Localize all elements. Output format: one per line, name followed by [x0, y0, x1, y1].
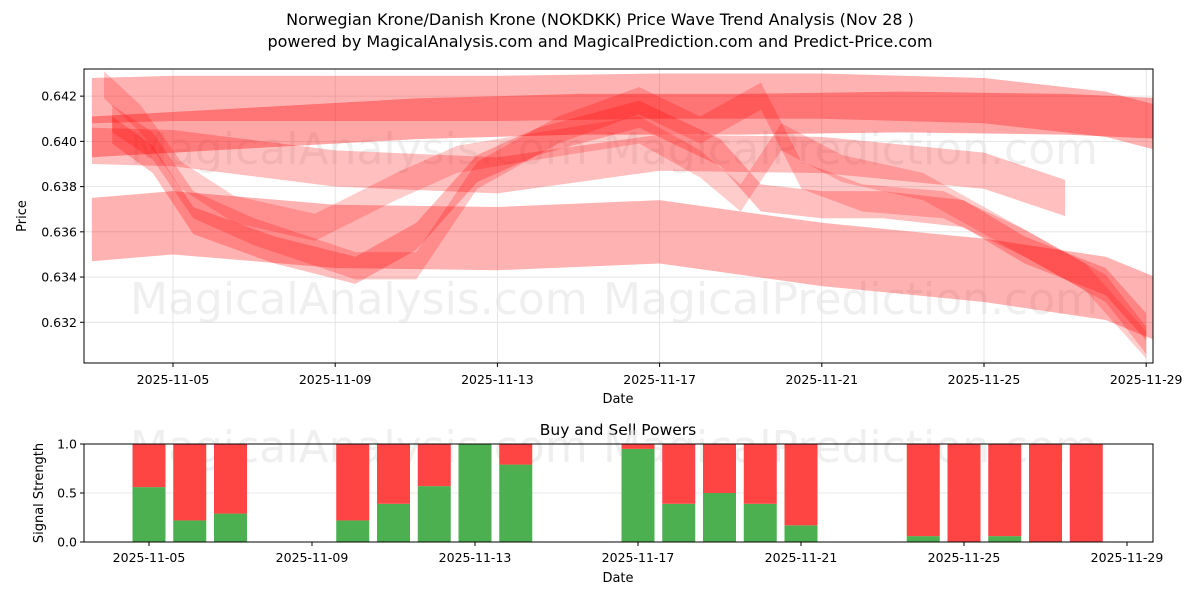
buy-bar [459, 444, 492, 542]
sell-bar [133, 444, 166, 487]
sell-bar [988, 444, 1021, 536]
buy-bar [988, 536, 1021, 542]
y-tick-label: 0.642 [41, 89, 77, 104]
sell-bar [377, 444, 410, 504]
x-tick-label: 2025-11-13 [439, 550, 512, 565]
y-tick-label: 0.638 [41, 179, 77, 194]
x-tick-label: 2025-11-17 [602, 550, 675, 565]
sell-bar [499, 444, 532, 465]
x-tick-label: 2025-11-05 [113, 550, 186, 565]
x-tick-label: 2025-11-13 [461, 372, 534, 387]
sell-bar [418, 444, 451, 486]
x-tick-label: 2025-11-21 [785, 372, 858, 387]
buy-bar [662, 504, 695, 542]
sell-bar [785, 444, 818, 525]
y-tick-label: 0.634 [41, 270, 77, 285]
price-x-axis: 2025-11-05 2025-11-09 2025-11-13 2025-11-17… [137, 363, 1183, 387]
price-wave-panel: MagicalAnalysis.comMagicalPrediction.com… [15, 69, 1183, 407]
signal-x-axis: 2025-11-05 2025-11-09 2025-11-13 2025-11-17… [113, 542, 1164, 565]
buy-bar [907, 536, 940, 542]
y-tick-label: 1.0 [57, 437, 77, 452]
x-tick-label: 2025-11-29 [1110, 372, 1183, 387]
buy-bar [703, 493, 736, 542]
y-tick-label: 0.0 [57, 535, 77, 550]
buy-bar [336, 520, 369, 542]
sell-bar [744, 444, 777, 504]
buy-bar [785, 525, 818, 542]
buy-bar [418, 486, 451, 542]
sell-bar [1070, 444, 1103, 542]
x-tick-label: 2025-11-29 [1091, 550, 1164, 565]
buy-bar [499, 465, 532, 542]
buy-bar [214, 514, 247, 542]
sell-bar [662, 444, 695, 504]
sell-bar [948, 444, 981, 542]
sell-bar [907, 444, 940, 536]
signal-y-label: Signal Strength [32, 443, 47, 543]
sell-bar [622, 444, 655, 449]
signal-y-axis: 0.0 0.5 1.0 [57, 437, 84, 550]
sell-bar [173, 444, 206, 520]
price-y-label: Price [15, 200, 30, 232]
signal-x-label: Date [602, 571, 633, 586]
price-x-label: Date [602, 392, 633, 407]
x-tick-label: 2025-11-17 [623, 372, 696, 387]
price-y-axis: 0.632 0.634 0.636 0.638 0.640 0.642 [41, 89, 84, 330]
sell-bar [1029, 444, 1062, 542]
buy-bar [377, 504, 410, 542]
y-tick-label: 0.632 [41, 315, 77, 330]
chart-canvas: MagicalAnalysis.comMagicalPrediction.com… [0, 0, 1200, 600]
sell-bar [703, 444, 736, 493]
y-tick-label: 0.5 [57, 486, 77, 501]
buy-bar [622, 449, 655, 542]
buy-sell-panel: Buy and Sell Powers MagicalAnalysis.comM… [32, 421, 1163, 586]
x-tick-label: 2025-11-05 [137, 372, 210, 387]
x-tick-label: 2025-11-21 [765, 550, 838, 565]
buy-bar [744, 504, 777, 542]
sell-bar [214, 444, 247, 514]
x-tick-label: 2025-11-09 [276, 550, 349, 565]
y-tick-label: 0.636 [41, 224, 77, 239]
sell-bar [336, 444, 369, 520]
x-tick-label: 2025-11-25 [928, 550, 1001, 565]
x-tick-label: 2025-11-25 [948, 372, 1021, 387]
buy-bar [173, 520, 206, 542]
y-tick-label: 0.640 [41, 134, 77, 149]
x-tick-label: 2025-11-09 [299, 372, 372, 387]
buy-bar [133, 487, 166, 542]
